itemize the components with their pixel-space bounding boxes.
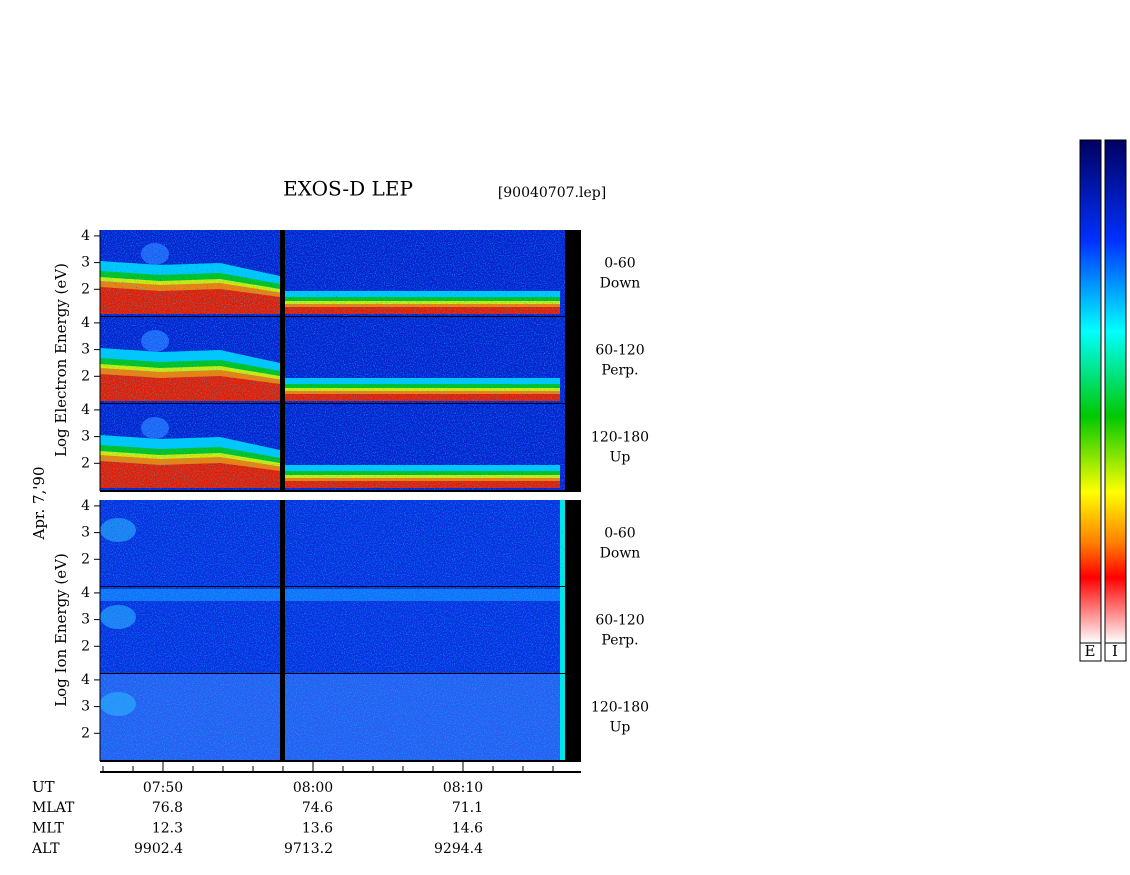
y-tick-label: 3 [81,612,90,628]
y-tick-label: 4 [81,315,90,331]
data-gap [565,317,581,404]
panel-label: 120-180 [591,700,649,716]
data-gap [565,500,581,587]
noise [100,674,565,761]
y-tick-label: 4 [81,402,90,418]
panel-sublabel: Down [600,546,641,562]
panel-label: 120-180 [591,430,649,446]
data-gap [565,404,581,491]
y-tick-label: 3 [81,699,90,715]
colorbar-label-box [1079,642,1102,662]
y-tick-label: 4 [81,228,90,244]
y-tick-label: 4 [81,498,90,514]
noise [100,317,565,404]
spectrogram: 2 3 4 0-60 Down 2 3 4 60-120 Perp. 2 3 4 120-180 Up 2 3 4… [31,228,649,857]
panel-label: 0-60 [604,526,635,542]
panel-label: 60-120 [595,343,644,359]
row-value: 14.6 [452,821,483,837]
y-tick-label: 2 [81,725,90,741]
colorbar-label-box [1104,642,1127,662]
y-tick-label: 2 [81,551,90,567]
file-name: [90040707.lep] [498,185,606,201]
y-tick-label: 4 [81,672,90,688]
ion-axis-label: Log Ion Energy (eV) [52,553,70,707]
y-tick-label: 3 [81,429,90,445]
row-name: MLAT [32,800,75,816]
y-tick-label: 4 [81,585,90,601]
data-gap [565,674,581,761]
row-value: 71.1 [452,800,483,816]
data-gap [565,587,581,674]
panel-sublabel: Perp. [601,363,638,379]
x-tick-label: 08:10 [443,780,483,796]
row-value: 74.6 [302,800,333,816]
noise [100,404,565,491]
colorbar-label: I [1112,642,1118,660]
row-value: 13.6 [302,821,333,837]
data-gap [280,500,285,587]
data-gap [280,317,285,404]
colorbar [1104,139,1127,644]
data-gap [280,404,285,491]
noise [100,500,565,587]
date-label: Apr. 7,'90 [30,466,48,540]
y-tick-label: 2 [81,638,90,654]
row-name: ALT [31,841,60,857]
row-name: MLT [32,821,64,837]
row-value: 12.3 [152,821,183,837]
x-tick-label: 07:50 [143,780,183,796]
panel-sublabel: Up [610,450,631,466]
colorbar [1079,139,1102,644]
row-value: 76.8 [152,800,183,816]
ut-label: UT [32,778,55,796]
colorbars: E I [1079,139,1127,662]
title: EXOS-D LEP [283,177,413,201]
data-gap [280,674,285,761]
data-gap [280,587,285,674]
electron-axis-label: Log Electron Energy (eV) [52,263,70,457]
row-value: 9713.2 [284,841,333,857]
row-value: 9294.4 [434,841,483,857]
panel-label: 60-120 [595,613,644,629]
y-tick-label: 2 [81,368,90,384]
y-tick-label: 3 [81,255,90,271]
data-gap [280,230,285,317]
y-tick-label: 3 [81,342,90,358]
panel-sublabel: Up [610,720,631,736]
noise [100,230,565,317]
y-tick-label: 2 [81,455,90,471]
row-value: 9902.4 [134,841,183,857]
panel-sublabel: Perp. [601,633,638,649]
y-tick-label: 2 [81,281,90,297]
panel-sublabel: Down [600,276,641,292]
colorbar-label: E [1085,642,1096,660]
data-gap [565,230,581,317]
noise [100,587,565,674]
panel-label: 0-60 [604,256,635,272]
y-tick-label: 3 [81,525,90,541]
x-tick-label: 08:00 [293,780,333,796]
